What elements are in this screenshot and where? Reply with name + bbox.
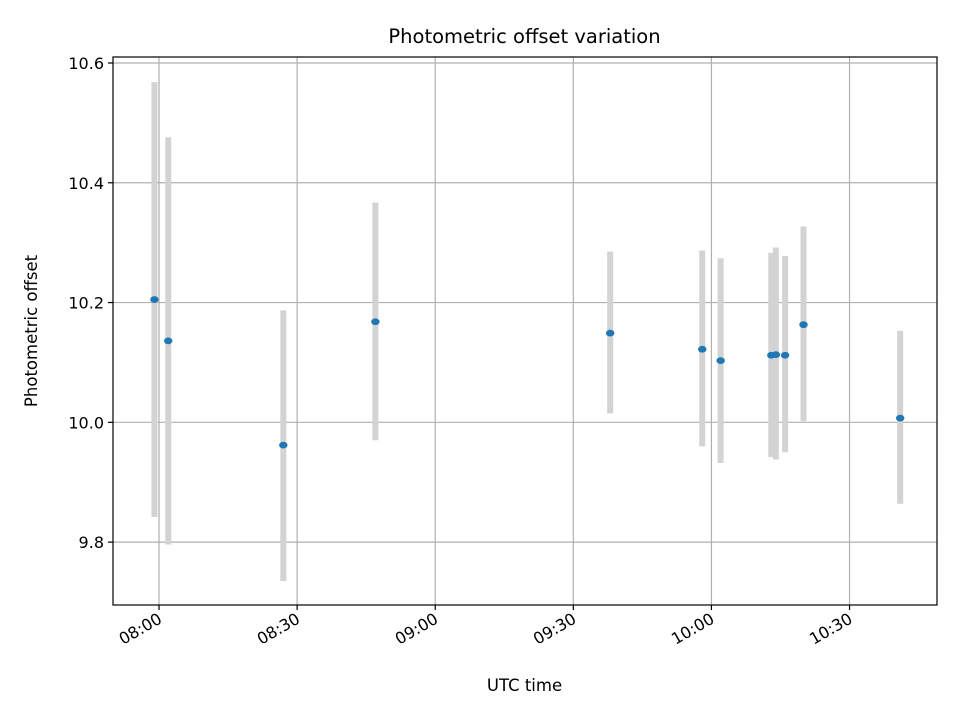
plot-area: [113, 57, 937, 605]
y-tick-label: 9.8: [79, 533, 104, 552]
x-axis-label: UTC time: [487, 676, 562, 695]
data-point: [371, 318, 380, 326]
y-tick-label: 10.0: [68, 413, 104, 432]
y-axis-ticks: 9.8 10.0 10.2 10.4 10.6: [68, 54, 113, 552]
grid: [113, 57, 937, 605]
data-points: [150, 296, 905, 449]
plot-frame: [112, 56, 938, 606]
data-point: [279, 441, 288, 449]
chart-title: Photometric offset variation: [388, 25, 660, 48]
data-point: [716, 357, 725, 365]
data-point: [895, 414, 905, 422]
data-point: [164, 337, 173, 345]
y-tick-label: 10.4: [68, 174, 104, 193]
y-tick-label: 10.6: [68, 54, 104, 73]
data-point: [698, 345, 707, 353]
data-point: [780, 351, 790, 359]
data-point: [605, 329, 615, 337]
y-tick-label: 10.2: [68, 294, 104, 313]
data-point: [799, 321, 808, 329]
y-axis-label: Photometric offset: [22, 254, 41, 407]
data-point: [771, 351, 781, 359]
data-point: [150, 296, 159, 303]
